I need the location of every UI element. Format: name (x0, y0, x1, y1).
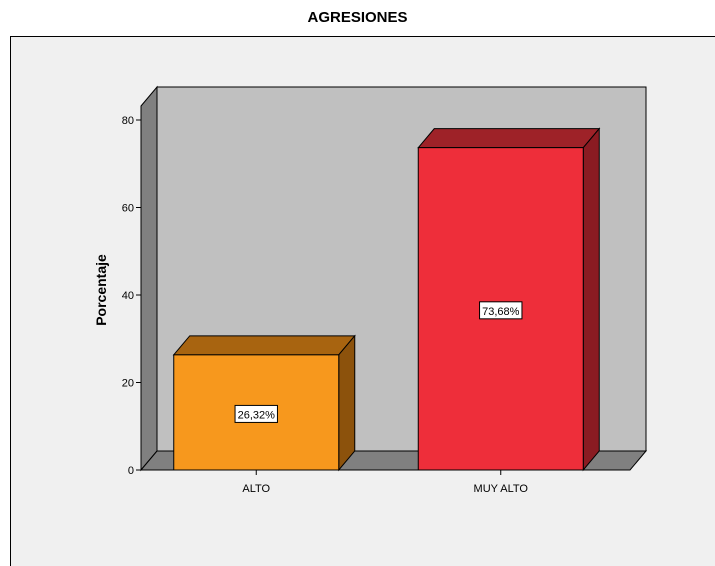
data-label-box (234, 404, 278, 423)
x-tick-label: MUY ALTO (474, 483, 529, 495)
y-tick-label: 40 (122, 290, 134, 302)
side-wall (140, 85, 158, 472)
data-label: 73,68% (482, 306, 520, 318)
bar-top (417, 128, 601, 149)
chart-title: AGRESIONES (307, 9, 408, 26)
x-axis: ALTO MUY ALTO (242, 470, 528, 495)
data-label: 26,32% (238, 409, 276, 421)
bar-group (172, 334, 356, 472)
y-tick-label: 60 (122, 203, 134, 215)
y-tick-label: 0 (128, 465, 134, 477)
bar-top (172, 335, 356, 356)
bar-side (582, 127, 600, 472)
data-labels: 26,32% 73,68% (234, 301, 523, 423)
x-tick-label: ALTO (242, 483, 270, 495)
data-label-box (479, 301, 523, 320)
y-tick-label: 20 (122, 378, 134, 390)
y-tick-label: 80 (122, 115, 134, 127)
bar-side (338, 334, 356, 472)
y-axis: 0 20 40 60 80 (122, 106, 142, 477)
y-axis-label: Porcentaje (93, 254, 109, 326)
bar-group (417, 127, 601, 472)
